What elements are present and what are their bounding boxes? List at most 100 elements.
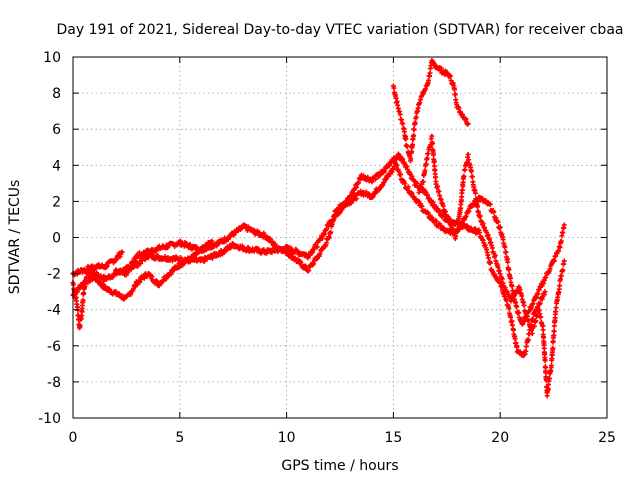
ticks — [72, 56, 608, 419]
data-point — [514, 344, 520, 350]
data-point — [472, 190, 478, 196]
data-point — [288, 251, 294, 257]
data-point — [526, 318, 532, 324]
data-point — [525, 337, 531, 343]
data-point — [119, 249, 125, 255]
x-tick-label: 20 — [491, 430, 509, 446]
data-point — [447, 216, 453, 222]
x-tick-labels: 0 5 10 15 20 25 — [69, 430, 616, 446]
data-point — [306, 268, 312, 274]
data-point — [469, 173, 475, 179]
y-tick-label: -4 — [47, 303, 61, 319]
data-point — [497, 224, 503, 230]
data-point — [447, 73, 453, 79]
y-tick-label: 6 — [52, 122, 61, 138]
data-point — [465, 151, 471, 157]
data-point — [454, 226, 460, 232]
data-point — [491, 209, 497, 215]
data-point — [533, 318, 539, 324]
data-point — [461, 173, 467, 179]
data-point — [514, 304, 520, 310]
data-point — [80, 297, 86, 303]
data-point — [77, 323, 83, 329]
y-tick-label: -2 — [47, 267, 61, 283]
data-point — [542, 289, 548, 295]
data-point — [373, 176, 379, 182]
data-point — [472, 226, 478, 232]
series-layer — [70, 57, 567, 399]
series-trace-f — [416, 133, 567, 399]
data-point — [411, 127, 417, 133]
data-point — [557, 283, 563, 289]
series-trace-d — [113, 151, 548, 359]
data-point — [397, 111, 403, 117]
data-point — [451, 86, 457, 92]
data-point — [422, 168, 428, 174]
data-point — [468, 168, 474, 174]
data-point — [408, 156, 414, 162]
data-point — [423, 161, 429, 167]
data-point — [314, 244, 320, 250]
series-trace-e — [390, 57, 471, 164]
x-axis-label: GPS time / hours — [281, 458, 398, 474]
data-point — [426, 77, 432, 83]
y-tick-label: -8 — [47, 375, 61, 391]
data-point — [138, 260, 144, 266]
data-point — [435, 183, 441, 189]
data-point — [409, 142, 415, 148]
data-point — [553, 305, 559, 311]
data-point — [506, 267, 512, 273]
data-point — [508, 314, 514, 320]
data-point — [557, 244, 563, 250]
data-point — [475, 204, 481, 210]
data-point — [405, 184, 411, 190]
data-point — [424, 155, 430, 161]
data-point — [503, 249, 509, 255]
y-tick-label: 8 — [52, 86, 61, 102]
data-point — [391, 85, 397, 91]
data-point — [550, 345, 556, 351]
y-tick-label: 10 — [43, 50, 61, 66]
data-point — [509, 318, 515, 324]
data-point — [551, 258, 557, 264]
grid — [73, 57, 607, 418]
data-point — [561, 258, 567, 264]
data-point — [430, 141, 436, 147]
data-point — [431, 158, 437, 164]
y-tick-label: 2 — [52, 194, 61, 210]
x-tick-label: 15 — [384, 430, 402, 446]
data-point — [433, 174, 439, 180]
data-point — [538, 314, 544, 320]
data-point — [495, 219, 501, 225]
data-point — [431, 152, 437, 158]
data-point — [420, 179, 426, 185]
data-point — [201, 259, 207, 265]
data-point — [323, 226, 329, 232]
data-point — [452, 91, 458, 97]
data-point — [556, 248, 562, 254]
data-point — [465, 121, 471, 127]
data-point — [353, 196, 359, 202]
data-point — [530, 316, 536, 322]
data-point — [521, 302, 527, 308]
data-point — [558, 238, 564, 244]
data-point — [542, 358, 548, 364]
chart-title: Day 191 of 2021, Sidereal Day-to-day VTE… — [57, 22, 624, 38]
data-point — [427, 70, 433, 76]
data-point — [509, 283, 515, 289]
data-point — [128, 265, 134, 271]
data-point — [492, 252, 498, 258]
data-point — [393, 95, 399, 101]
data-point — [504, 298, 510, 304]
x-tick-label: 10 — [278, 430, 296, 446]
y-tick-labels: -10 -8 -6 -4 -2 0 2 4 6 8 10 — [38, 50, 61, 427]
data-point — [534, 295, 540, 301]
x-tick-label: 0 — [69, 430, 78, 446]
data-point — [506, 305, 512, 311]
y-tick-label: 4 — [52, 158, 61, 174]
data-point — [560, 230, 566, 236]
data-point — [546, 376, 552, 382]
data-point — [328, 229, 334, 235]
series-trace-c — [70, 155, 567, 327]
data-point — [529, 331, 535, 337]
